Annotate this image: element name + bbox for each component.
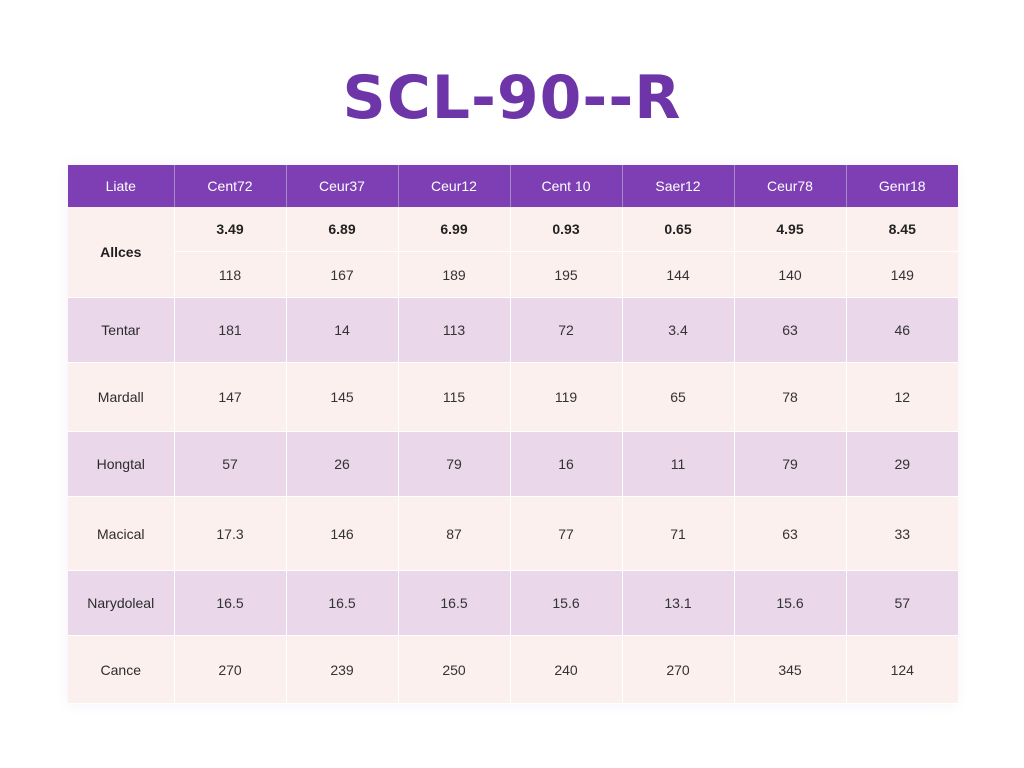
table-cell: 0.65 — [622, 207, 735, 252]
table-cell: 240 — [510, 635, 623, 704]
table-cell: 46 — [846, 297, 958, 363]
table-cell: 8.45 — [846, 207, 958, 252]
column-header[interactable]: Cent72 — [174, 165, 287, 207]
table-cell: 189 — [398, 251, 511, 298]
table-cell: 195 — [510, 251, 623, 298]
table-cell: 16 — [510, 431, 623, 497]
table-cell: 146 — [286, 496, 399, 571]
table-cell: 239 — [286, 635, 399, 704]
table-cell: 3.49 — [174, 207, 287, 252]
table-cell: 145 — [286, 362, 399, 432]
column-header[interactable]: Saer12 — [622, 165, 735, 207]
row-label: Cance — [68, 635, 175, 704]
table-row: Narydoleal 16.5 16.5 16.5 15.6 13.1 15.6… — [68, 570, 958, 636]
table-cell: 71 — [622, 496, 735, 571]
table-cell: 63 — [734, 297, 847, 363]
table-cell: 113 — [398, 297, 511, 363]
column-header[interactable]: Genr18 — [846, 165, 958, 207]
table-cell: 147 — [174, 362, 287, 432]
table-row: Tentar 181 14 113 72 3.4 63 46 — [68, 297, 958, 363]
table-cell: 63 — [734, 496, 847, 571]
table-cell: 33 — [846, 496, 958, 571]
table-cell: 12 — [846, 362, 958, 432]
table-cell: 167 — [286, 251, 399, 298]
column-header[interactable]: Ceur12 — [398, 165, 511, 207]
table-cell: 26 — [286, 431, 399, 497]
table-cell: 270 — [622, 635, 735, 704]
table-cell: 16.5 — [398, 570, 511, 636]
table-cell: 79 — [734, 431, 847, 497]
table-cell: 72 — [510, 297, 623, 363]
table-cell: 6.89 — [286, 207, 399, 252]
table-row: Allces 3.49 6.89 6.99 0.93 0.65 4.95 8.4… — [68, 207, 958, 298]
table-cell: 144 — [622, 251, 735, 298]
table-cell: 115 — [398, 362, 511, 432]
column-header[interactable]: Ceur78 — [734, 165, 847, 207]
column-header[interactable]: Cent 10 — [510, 165, 623, 207]
table-cell: 181 — [174, 297, 287, 363]
data-table-container: Liate Cent72 Ceur37 Ceur12 Cent 10 Saer1… — [68, 165, 958, 704]
table-cell: 11 — [622, 431, 735, 497]
row-label: Narydoleal — [68, 570, 175, 636]
table-cell: 140 — [734, 251, 847, 298]
table-cell: 77 — [510, 496, 623, 571]
table-cell: 3.4 — [622, 297, 735, 363]
table-cell: 250 — [398, 635, 511, 704]
table-cell: 118 — [174, 251, 287, 298]
table-cell: 16.5 — [286, 570, 399, 636]
table-cell: 119 — [510, 362, 623, 432]
table-cell: 16.5 — [174, 570, 287, 636]
table-cell: 14 — [286, 297, 399, 363]
table-cell: 149 — [846, 251, 958, 298]
table-cell: 79 — [398, 431, 511, 497]
table-cell: 6.99 — [398, 207, 511, 252]
table-cell: 57 — [846, 570, 958, 636]
table-cell: 124 — [846, 635, 958, 704]
column-header[interactable]: Ceur37 — [286, 165, 399, 207]
table-row: Hongtal 57 26 79 16 11 79 29 — [68, 431, 958, 497]
page-title: SCL-90--R — [342, 63, 682, 133]
table-row: Mardall 147 145 115 119 65 78 12 — [68, 362, 958, 432]
table-row: 118 167 189 195 144 140 149 — [68, 251, 958, 298]
table-cell: 15.6 — [510, 570, 623, 636]
table-row: Macical 17.3 146 87 77 71 63 33 — [68, 496, 958, 571]
table-cell: 4.95 — [734, 207, 847, 252]
table-cell: 57 — [174, 431, 287, 497]
table-cell: 15.6 — [734, 570, 847, 636]
row-label: Hongtal — [68, 431, 175, 497]
table-cell: 78 — [734, 362, 847, 432]
row-label: Tentar — [68, 297, 175, 363]
table-cell: 65 — [622, 362, 735, 432]
table-cell: 270 — [174, 635, 287, 704]
table-cell: 0.93 — [510, 207, 623, 252]
table-cell: 87 — [398, 496, 511, 571]
table-row: Cance 270 239 250 240 270 345 124 — [68, 635, 958, 704]
data-table: Liate Cent72 Ceur37 Ceur12 Cent 10 Saer1… — [68, 165, 958, 704]
row-label: Allces — [68, 207, 175, 298]
column-header[interactable]: Liate — [68, 165, 175, 207]
table-cell: 17.3 — [174, 496, 287, 571]
table-header-row: Liate Cent72 Ceur37 Ceur12 Cent 10 Saer1… — [68, 165, 958, 207]
table-cell: 345 — [734, 635, 847, 704]
row-label: Mardall — [68, 362, 175, 432]
table-cell: 13.1 — [622, 570, 735, 636]
table-cell: 29 — [846, 431, 958, 497]
row-label: Macical — [68, 496, 175, 571]
